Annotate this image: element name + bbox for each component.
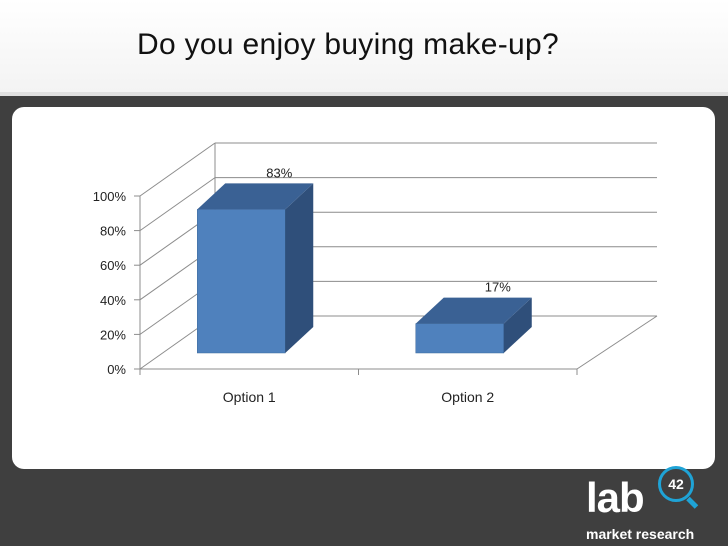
chart-panel: 0% 20% 40% 60% 80% 100% Option 1 Option 2 83% 17% xyxy=(12,107,715,469)
x-category-label-0: Option 1 xyxy=(223,389,276,405)
magnifier-handle xyxy=(686,496,699,509)
y-tick-label-1: 20% xyxy=(100,327,126,342)
bar-side-0 xyxy=(285,183,314,353)
y-tick-label-2: 40% xyxy=(100,293,126,308)
magnifier-icon: 42 xyxy=(658,466,694,502)
y-tick-label-0: 0% xyxy=(107,362,126,377)
logo-subtitle: market research xyxy=(586,526,695,542)
bar-front-1 xyxy=(415,323,504,354)
logo-badge-text: 42 xyxy=(668,476,684,492)
bar-front-0 xyxy=(197,209,286,354)
bar-top-0 xyxy=(197,183,314,210)
bar-value-label-1: 17% xyxy=(485,280,511,295)
lab42-logo: lab 42 market research xyxy=(584,466,720,544)
gridline-side-5 xyxy=(139,142,216,197)
gridline-side-4 xyxy=(139,177,216,232)
y-tick-label-4: 80% xyxy=(100,224,126,239)
bar-top-1 xyxy=(415,297,532,324)
x-category-label-1: Option 2 xyxy=(441,389,494,405)
bar-chart: 0% 20% 40% 60% 80% 100% Option 1 Option 2 83% 17% xyxy=(93,142,658,405)
y-tick-label-5: 100% xyxy=(93,189,127,204)
y-tick-label-3: 60% xyxy=(100,258,126,273)
logo-wordmark: lab xyxy=(586,474,645,521)
bar-value-label-0: 83% xyxy=(266,165,292,180)
bar-side-1 xyxy=(503,297,532,353)
floor-right-edge xyxy=(576,315,658,370)
title-band: Do you enjoy buying make-up? xyxy=(0,0,728,96)
slide-title: Do you enjoy buying make-up? xyxy=(137,28,559,61)
